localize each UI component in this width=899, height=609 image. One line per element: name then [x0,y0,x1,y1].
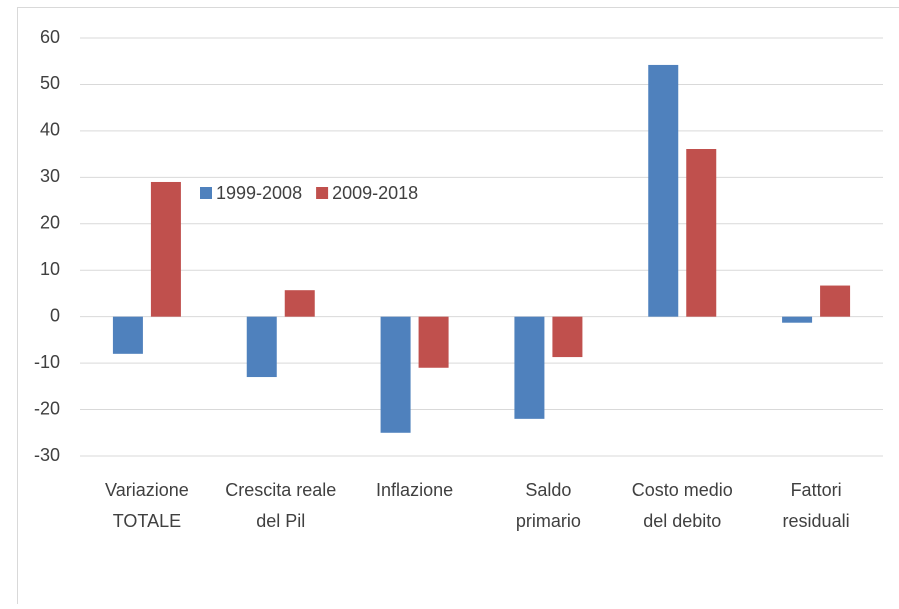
bar [285,290,315,316]
bar [419,317,449,368]
bar [552,317,582,357]
y-tick-label: -30 [34,445,60,465]
legend-label: 1999-2008 [216,183,302,203]
y-tick-label: 50 [40,73,60,93]
y-tick-label: 10 [40,259,60,279]
y-tick-label: 0 [50,305,60,325]
y-tick-label: -20 [34,398,60,418]
bar [782,317,812,323]
y-tick-label: 30 [40,166,60,186]
bar [151,182,181,317]
bar [820,286,850,317]
y-tick-label: -10 [34,352,60,372]
x-tick-label: Inflazione [376,480,453,500]
y-tick-label: 40 [40,120,60,140]
bar [648,65,678,317]
bar [514,317,544,419]
legend-swatch [200,187,212,199]
bar [686,149,716,317]
y-tick-label: 60 [40,27,60,47]
bar [113,317,143,354]
legend-swatch [316,187,328,199]
y-tick-label: 20 [40,213,60,233]
bar [247,317,277,377]
legend-label: 2009-2018 [332,183,418,203]
bar [381,317,411,433]
